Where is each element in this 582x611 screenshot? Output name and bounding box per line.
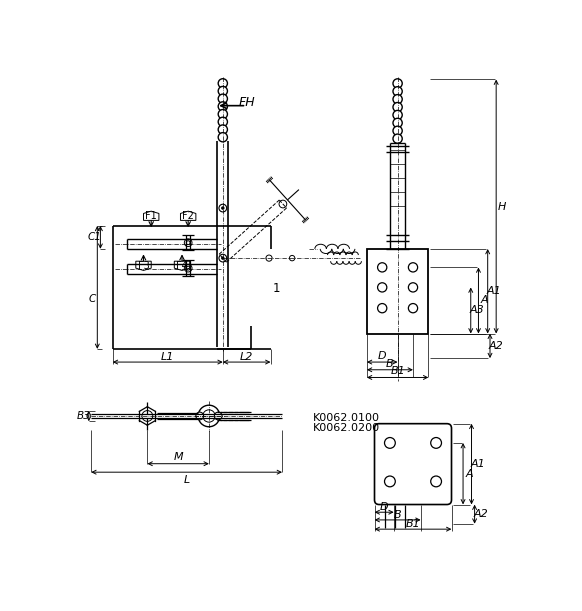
Text: K0062.0200: K0062.0200 [313,423,380,433]
Text: A1: A1 [487,286,501,296]
Text: K0062.0100: K0062.0100 [313,413,380,423]
Text: L1: L1 [161,352,175,362]
Circle shape [218,86,228,96]
Text: F3: F3 [137,261,150,271]
Circle shape [218,94,228,103]
Circle shape [279,200,287,208]
Text: B: B [386,359,393,368]
Text: B1: B1 [390,367,405,376]
Circle shape [393,126,402,136]
Circle shape [393,134,402,144]
Circle shape [431,476,442,487]
Text: L: L [183,475,190,485]
Circle shape [186,266,190,270]
FancyBboxPatch shape [374,423,452,505]
Circle shape [142,411,152,422]
Circle shape [409,304,418,313]
Text: A2: A2 [489,341,503,351]
Circle shape [409,283,418,292]
Text: A: A [466,469,473,479]
Circle shape [186,241,190,244]
Text: L2: L2 [240,352,253,362]
Text: C: C [88,294,95,304]
Circle shape [431,437,442,448]
Text: C1: C1 [88,232,102,243]
Circle shape [196,412,204,420]
Text: M: M [173,452,183,462]
Circle shape [378,283,387,292]
Circle shape [184,239,192,247]
Circle shape [385,437,395,448]
Circle shape [198,405,220,426]
Text: A: A [481,296,488,306]
Text: D: D [380,502,388,512]
Circle shape [222,257,224,259]
Bar [367,249,428,334]
Text: A1: A1 [470,459,485,469]
Circle shape [409,263,418,272]
Circle shape [219,254,226,262]
Circle shape [218,133,228,142]
Text: D: D [378,351,386,361]
Circle shape [219,204,226,212]
Circle shape [266,255,272,261]
Text: FH: FH [239,96,255,109]
Text: F1: F1 [146,211,157,221]
Circle shape [218,102,228,111]
Circle shape [218,109,228,119]
Text: F4: F4 [176,261,188,271]
Text: A3: A3 [470,306,484,315]
Text: 1: 1 [273,282,281,296]
Circle shape [393,103,402,112]
Circle shape [203,410,215,422]
Text: B3: B3 [77,411,90,421]
Text: F2: F2 [182,211,194,221]
Circle shape [393,111,402,120]
Circle shape [393,79,402,88]
Circle shape [393,95,402,104]
Circle shape [393,119,402,128]
Circle shape [385,476,395,487]
Circle shape [393,87,402,96]
Circle shape [184,265,192,272]
Text: A2: A2 [473,509,488,519]
Circle shape [218,79,228,88]
Text: B: B [394,510,402,519]
Circle shape [218,125,228,134]
Circle shape [378,304,387,313]
Text: B1: B1 [406,519,420,529]
Text: H: H [498,202,506,211]
Circle shape [218,117,228,126]
Circle shape [222,207,224,209]
Circle shape [378,263,387,272]
Circle shape [214,412,222,420]
Circle shape [289,255,295,261]
